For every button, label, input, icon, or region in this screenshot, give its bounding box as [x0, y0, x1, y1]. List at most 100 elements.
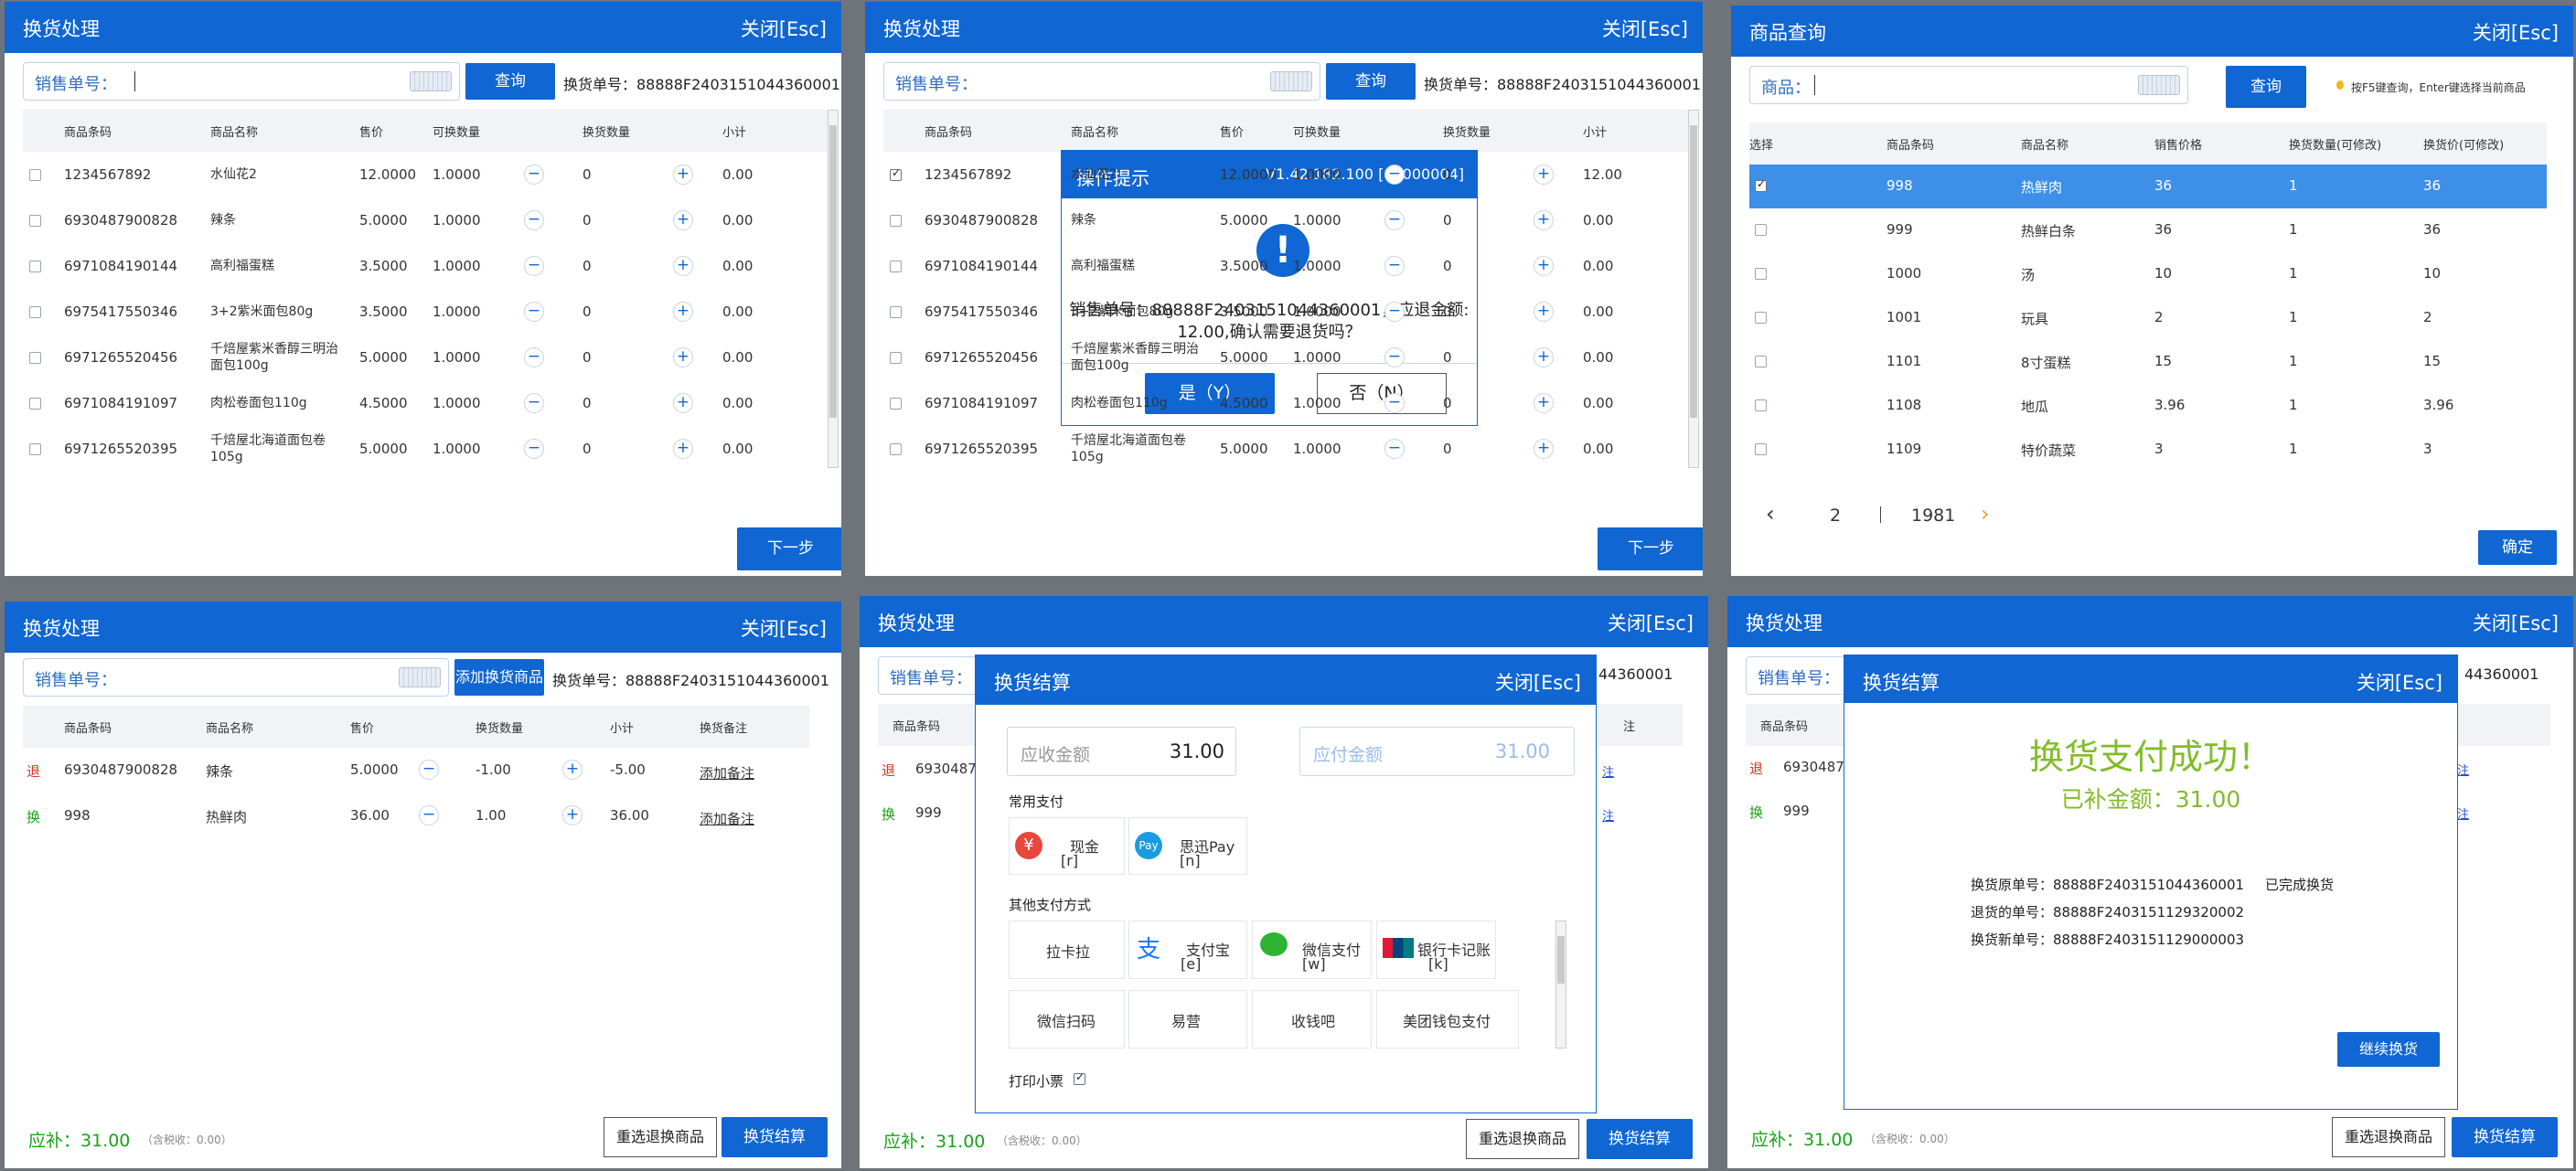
yiying-tile[interactable]: 易营 — [1128, 990, 1247, 1049]
row-checkbox[interactable] — [890, 166, 902, 181]
add-exchange-button[interactable]: 添加换货商品 — [454, 659, 544, 696]
modal-close-button[interactable]: 关闭[Esc] — [1494, 672, 1581, 694]
minus-circle-icon[interactable]: − — [524, 165, 544, 185]
row-checkbox[interactable] — [1755, 177, 1767, 192]
plus-circle-icon[interactable]: + — [1534, 347, 1554, 367]
plus-circle-icon[interactable]: + — [673, 439, 693, 459]
minus-circle-icon[interactable]: − — [1384, 210, 1405, 230]
query-button[interactable]: 查询 — [2226, 66, 2306, 108]
plus-circle-icon[interactable]: + — [1534, 165, 1554, 185]
minus-circle-icon[interactable]: − — [419, 760, 439, 780]
close-button[interactable]: 关闭[Esc] — [740, 618, 827, 640]
modal-close-button[interactable]: 关闭[Esc] — [2356, 672, 2442, 694]
table-row[interactable]: 1101 8寸蛋糕 15 1 15 — [1749, 340, 2547, 384]
plus-circle-icon[interactable]: + — [1534, 256, 1554, 276]
row-checkbox[interactable] — [890, 398, 902, 410]
wechat-pay-tile[interactable]: 微信支付 [w] — [1252, 921, 1372, 979]
row-checkbox[interactable] — [890, 306, 902, 318]
table-row[interactable]: 1000 汤 10 1 10 — [1749, 252, 2547, 296]
row-checkbox[interactable] — [890, 352, 902, 364]
minus-circle-icon[interactable]: − — [1384, 302, 1405, 322]
row-note-link-2[interactable]: 注 — [2457, 808, 2470, 822]
row-note-link-1[interactable]: 注 — [1602, 766, 1615, 780]
minus-circle-icon[interactable]: − — [524, 302, 544, 322]
plus-circle-icon[interactable]: + — [1534, 439, 1554, 459]
ok-button[interactable]: 确定 — [2478, 530, 2557, 565]
reselect-button[interactable]: 重选退换商品 — [1466, 1119, 1579, 1159]
bank-card-tile[interactable]: 银行卡记账 [k] — [1376, 921, 1496, 979]
close-button[interactable]: 关闭[Esc] — [2472, 22, 2559, 44]
row-checkbox[interactable] — [1755, 312, 1767, 324]
plus-circle-icon[interactable]: + — [562, 760, 583, 780]
add-note-link[interactable]: 添加备注 — [700, 811, 755, 827]
plus-circle-icon[interactable]: + — [673, 393, 693, 413]
row-checkbox[interactable] — [1755, 224, 1767, 236]
print-receipt-checkbox[interactable] — [1074, 1070, 1085, 1085]
sales-no-input[interactable]: 销售单号： — [883, 62, 1320, 101]
sales-no-input[interactable]: 销售单号： — [23, 658, 449, 697]
minus-circle-icon[interactable]: − — [524, 393, 544, 413]
minus-circle-icon[interactable]: − — [1384, 165, 1405, 185]
scrollbar[interactable] — [1688, 110, 1699, 468]
meituan-tile[interactable]: 美团钱包支付 — [1376, 990, 1519, 1049]
row-note-link-1[interactable]: 注 — [2457, 764, 2470, 778]
reselect-button[interactable]: 重选退换商品 — [604, 1117, 717, 1157]
query-button[interactable]: 查询 — [1326, 63, 1416, 100]
next-button[interactable]: 下一步 — [737, 527, 841, 570]
lakala-tile[interactable]: 拉卡拉 — [1009, 921, 1125, 979]
table-row[interactable]: 1108 地瓜 3.96 1 3.96 — [1749, 384, 2547, 428]
continue-button[interactable]: 继续换货 — [2337, 1032, 2440, 1067]
minus-circle-icon[interactable]: − — [524, 347, 544, 367]
plus-circle-icon[interactable]: + — [1534, 302, 1554, 322]
minus-circle-icon[interactable]: − — [1384, 256, 1405, 276]
row-checkbox[interactable] — [29, 306, 41, 318]
keyboard-icon[interactable] — [399, 667, 441, 687]
wechat-scan-tile[interactable]: 微信扫码 — [1009, 990, 1125, 1049]
row-checkbox[interactable] — [29, 352, 41, 364]
minus-circle-icon[interactable]: − — [1384, 393, 1405, 413]
product-input[interactable]: 商品： — [1749, 66, 2188, 104]
yes-button[interactable]: 是（Y） — [1145, 373, 1275, 414]
keyboard-icon[interactable] — [2138, 75, 2180, 95]
row-checkbox[interactable] — [29, 261, 41, 272]
row-checkbox[interactable] — [1755, 268, 1767, 280]
row-checkbox[interactable] — [1755, 356, 1767, 367]
table-row[interactable]: 999 热鲜白条 36 1 36 — [1749, 208, 2547, 252]
minus-circle-icon[interactable]: − — [524, 439, 544, 459]
scrollbar[interactable] — [828, 110, 839, 468]
reselect-button[interactable]: 重选退换商品 — [2332, 1117, 2445, 1157]
row-checkbox[interactable] — [29, 169, 41, 181]
minus-circle-icon[interactable]: − — [524, 210, 544, 230]
row-checkbox[interactable] — [29, 215, 41, 227]
settle-button[interactable]: 换货结算 — [721, 1117, 828, 1157]
close-button[interactable]: 关闭[Esc] — [1601, 18, 1688, 40]
next-button[interactable]: 下一步 — [1598, 527, 1703, 570]
plus-circle-icon[interactable]: + — [562, 805, 583, 825]
close-button[interactable]: 关闭[Esc] — [2472, 612, 2559, 634]
row-checkbox[interactable] — [1755, 399, 1767, 411]
next-page-icon[interactable]: › — [1981, 501, 1990, 527]
sixun-pay-tile[interactable]: Pay 思迅Pay [n] — [1128, 817, 1247, 875]
row-note-link-2[interactable]: 注 — [1602, 810, 1615, 824]
table-row[interactable]: 998 热鲜肉 36 1 36 — [1749, 165, 2547, 208]
row-checkbox[interactable] — [890, 443, 902, 455]
minus-circle-icon[interactable]: − — [1384, 347, 1405, 367]
plus-circle-icon[interactable]: + — [673, 302, 693, 322]
sales-no-input[interactable]: 销售单号： — [23, 62, 460, 101]
add-note-link[interactable]: 添加备注 — [700, 765, 755, 782]
plus-circle-icon[interactable]: + — [673, 165, 693, 185]
settle-button[interactable]: 换货结算 — [1587, 1119, 1693, 1159]
pay-scrollbar[interactable] — [1555, 921, 1566, 1049]
cash-tile[interactable]: ¥ 现金 [r] — [1009, 817, 1125, 875]
prev-page-icon[interactable]: ‹ — [1766, 501, 1775, 527]
plus-circle-icon[interactable]: + — [673, 347, 693, 367]
plus-circle-icon[interactable]: + — [1534, 210, 1554, 230]
keyboard-icon[interactable] — [410, 71, 452, 91]
shouqianba-tile[interactable]: 收钱吧 — [1252, 990, 1372, 1049]
plus-circle-icon[interactable]: + — [673, 256, 693, 276]
keyboard-icon[interactable] — [1270, 71, 1312, 91]
no-button[interactable]: 否（N） — [1317, 373, 1447, 414]
query-button[interactable]: 查询 — [465, 63, 555, 100]
minus-circle-icon[interactable]: − — [419, 805, 439, 825]
close-button[interactable]: 关闭[Esc] — [1607, 612, 1694, 634]
